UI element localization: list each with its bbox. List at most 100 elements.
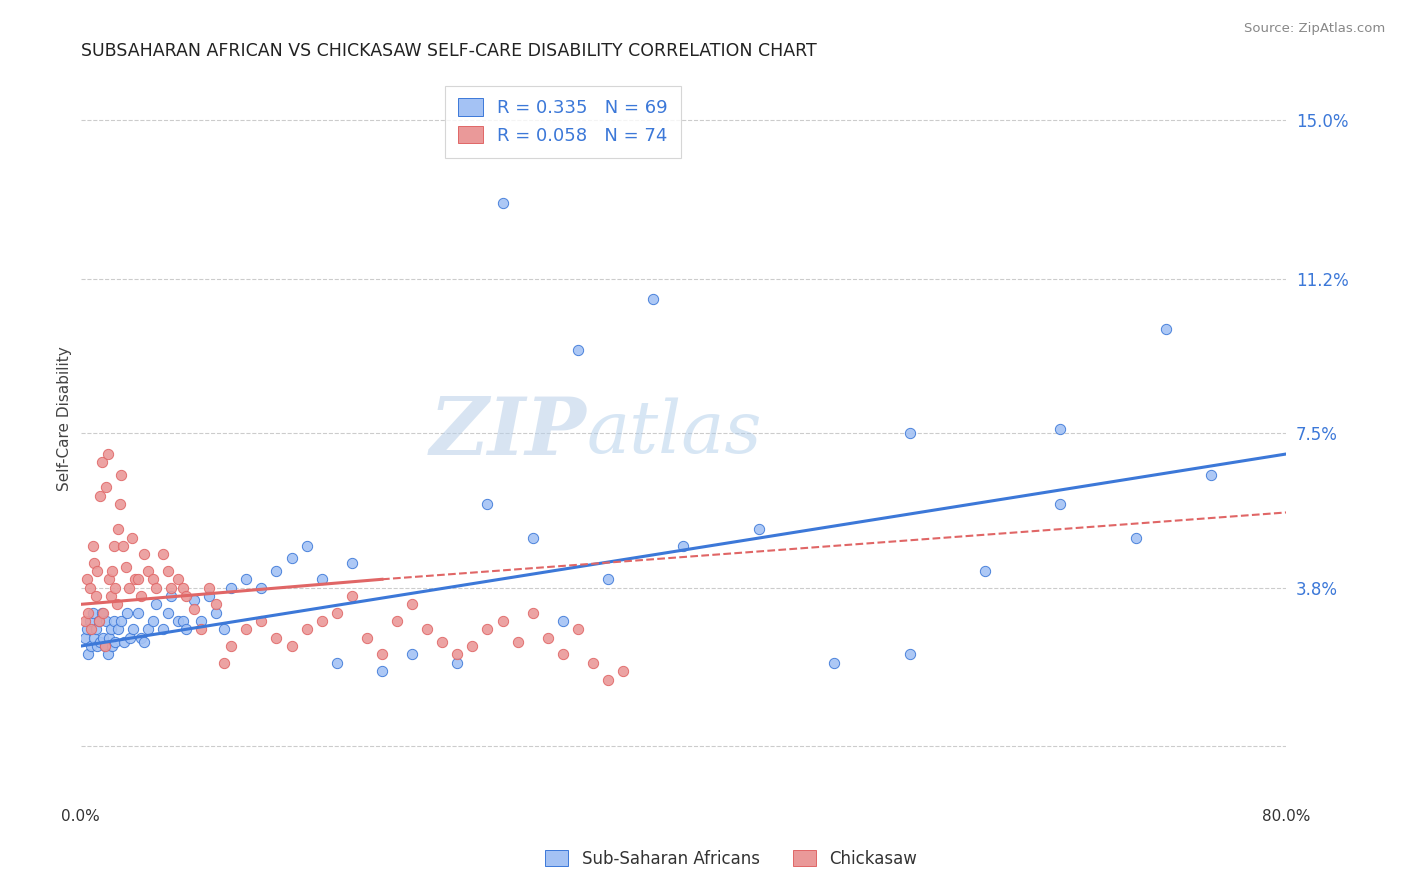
Point — [127, 606, 149, 620]
Point — [103, 614, 125, 628]
Point — [90, 455, 112, 469]
Point — [127, 572, 149, 586]
Point — [1154, 321, 1177, 335]
Point — [89, 635, 111, 649]
Point — [235, 623, 257, 637]
Point — [551, 648, 574, 662]
Point — [145, 581, 167, 595]
Text: 80.0%: 80.0% — [1263, 809, 1310, 824]
Point — [129, 631, 152, 645]
Point — [91, 631, 114, 645]
Point — [295, 623, 318, 637]
Point — [356, 631, 378, 645]
Point — [156, 564, 179, 578]
Point — [142, 572, 165, 586]
Point — [89, 489, 111, 503]
Point — [205, 598, 228, 612]
Point — [138, 623, 160, 637]
Point — [174, 623, 197, 637]
Point — [612, 664, 634, 678]
Point — [973, 564, 995, 578]
Point — [80, 639, 103, 653]
Point — [110, 467, 132, 482]
Legend: R = 0.335   N = 69, R = 0.058   N = 74: R = 0.335 N = 69, R = 0.058 N = 74 — [446, 86, 681, 158]
Point — [172, 581, 194, 595]
Point — [266, 564, 288, 578]
Y-axis label: Self-Care Disability: Self-Care Disability — [58, 346, 72, 491]
Point — [107, 623, 129, 637]
Point — [87, 614, 110, 628]
Point — [103, 539, 125, 553]
Point — [80, 623, 103, 637]
Point — [167, 614, 190, 628]
Point — [823, 656, 845, 670]
Point — [156, 606, 179, 620]
Point — [371, 664, 394, 678]
Point — [76, 572, 98, 586]
Point — [174, 589, 197, 603]
Point — [280, 551, 302, 566]
Point — [326, 656, 349, 670]
Point — [280, 639, 302, 653]
Point — [219, 581, 242, 595]
Point — [160, 589, 183, 603]
Point — [1199, 467, 1222, 482]
Text: ZIP: ZIP — [430, 393, 586, 471]
Point — [73, 631, 96, 645]
Point — [567, 623, 589, 637]
Point — [446, 648, 468, 662]
Point — [87, 614, 110, 628]
Point — [90, 606, 112, 620]
Point — [112, 635, 135, 649]
Point — [97, 648, 120, 662]
Point — [115, 606, 138, 620]
Point — [83, 631, 105, 645]
Point — [311, 572, 333, 586]
Point — [86, 639, 108, 653]
Point — [1049, 422, 1071, 436]
Point — [98, 572, 121, 586]
Point — [97, 447, 120, 461]
Point — [477, 497, 499, 511]
Point — [235, 572, 257, 586]
Point — [1049, 497, 1071, 511]
Point — [748, 522, 770, 536]
Point — [522, 606, 544, 620]
Point — [79, 614, 101, 628]
Point — [91, 606, 114, 620]
Point — [124, 572, 146, 586]
Point — [79, 581, 101, 595]
Point — [205, 606, 228, 620]
Point — [152, 547, 174, 561]
Point — [84, 623, 107, 637]
Point — [491, 196, 513, 211]
Point — [152, 623, 174, 637]
Point — [371, 648, 394, 662]
Point — [120, 631, 142, 645]
Point — [326, 606, 349, 620]
Point — [596, 673, 619, 687]
Point — [94, 614, 117, 628]
Point — [160, 581, 183, 595]
Point — [77, 606, 100, 620]
Point — [172, 614, 194, 628]
Point — [101, 639, 124, 653]
Point — [110, 614, 132, 628]
Point — [311, 614, 333, 628]
Point — [672, 539, 695, 553]
Point — [82, 606, 104, 620]
Point — [898, 426, 921, 441]
Text: atlas: atlas — [586, 397, 762, 467]
Point — [340, 589, 363, 603]
Point — [551, 614, 574, 628]
Point — [142, 614, 165, 628]
Point — [73, 614, 96, 628]
Point — [86, 564, 108, 578]
Point — [898, 648, 921, 662]
Point — [104, 581, 127, 595]
Point — [108, 497, 131, 511]
Point — [219, 639, 242, 653]
Point — [84, 589, 107, 603]
Point — [190, 614, 212, 628]
Point — [432, 635, 454, 649]
